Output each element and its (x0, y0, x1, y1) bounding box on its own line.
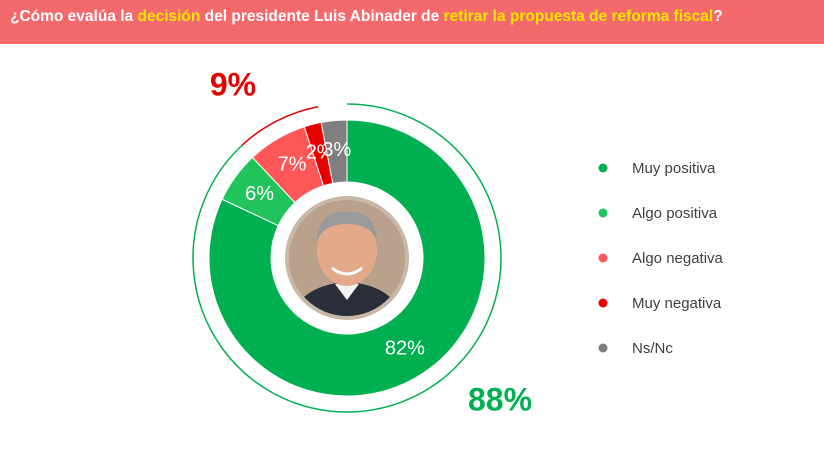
group-label: 88% (468, 381, 532, 417)
title-part: ¿Cómo evalúa la (10, 8, 137, 25)
donut-segment (208, 119, 486, 397)
title-part: del presidente Luis Abinader de (200, 8, 443, 25)
group-arc (192, 103, 502, 413)
donut: 82%6%7%2%3%88%9% (192, 66, 532, 417)
title-part: decisión (137, 8, 200, 25)
legend-marker (598, 343, 608, 353)
title-part: retirar la propuesta de reforma fiscal (444, 8, 714, 25)
data-label: 7% (278, 153, 307, 175)
donut-segment (320, 119, 348, 184)
legend-label: Muy negativa (632, 295, 722, 312)
title-part: ? (713, 8, 722, 25)
legend-marker (598, 208, 608, 218)
legend-marker (598, 163, 608, 173)
data-label: 6% (245, 183, 274, 205)
legend-marker (598, 298, 608, 308)
data-label: 3% (322, 139, 351, 161)
legend-label: Ns/Nc (632, 340, 673, 357)
legend: Muy positiva Algo positiva Algo negativa Mu… (598, 160, 724, 357)
title-bar (0, 0, 824, 44)
chart-title: ¿Cómo evalúa la decisión del presidente … (10, 8, 723, 25)
group-arc (241, 105, 319, 147)
portrait (285, 196, 409, 320)
group-label: 9% (210, 66, 256, 102)
legend-marker (598, 253, 608, 263)
data-label: 82% (385, 337, 425, 359)
legend-label: Algo negativa (632, 250, 724, 267)
legend-label: Muy positiva (632, 160, 716, 177)
legend-label: Algo positiva (632, 205, 718, 222)
